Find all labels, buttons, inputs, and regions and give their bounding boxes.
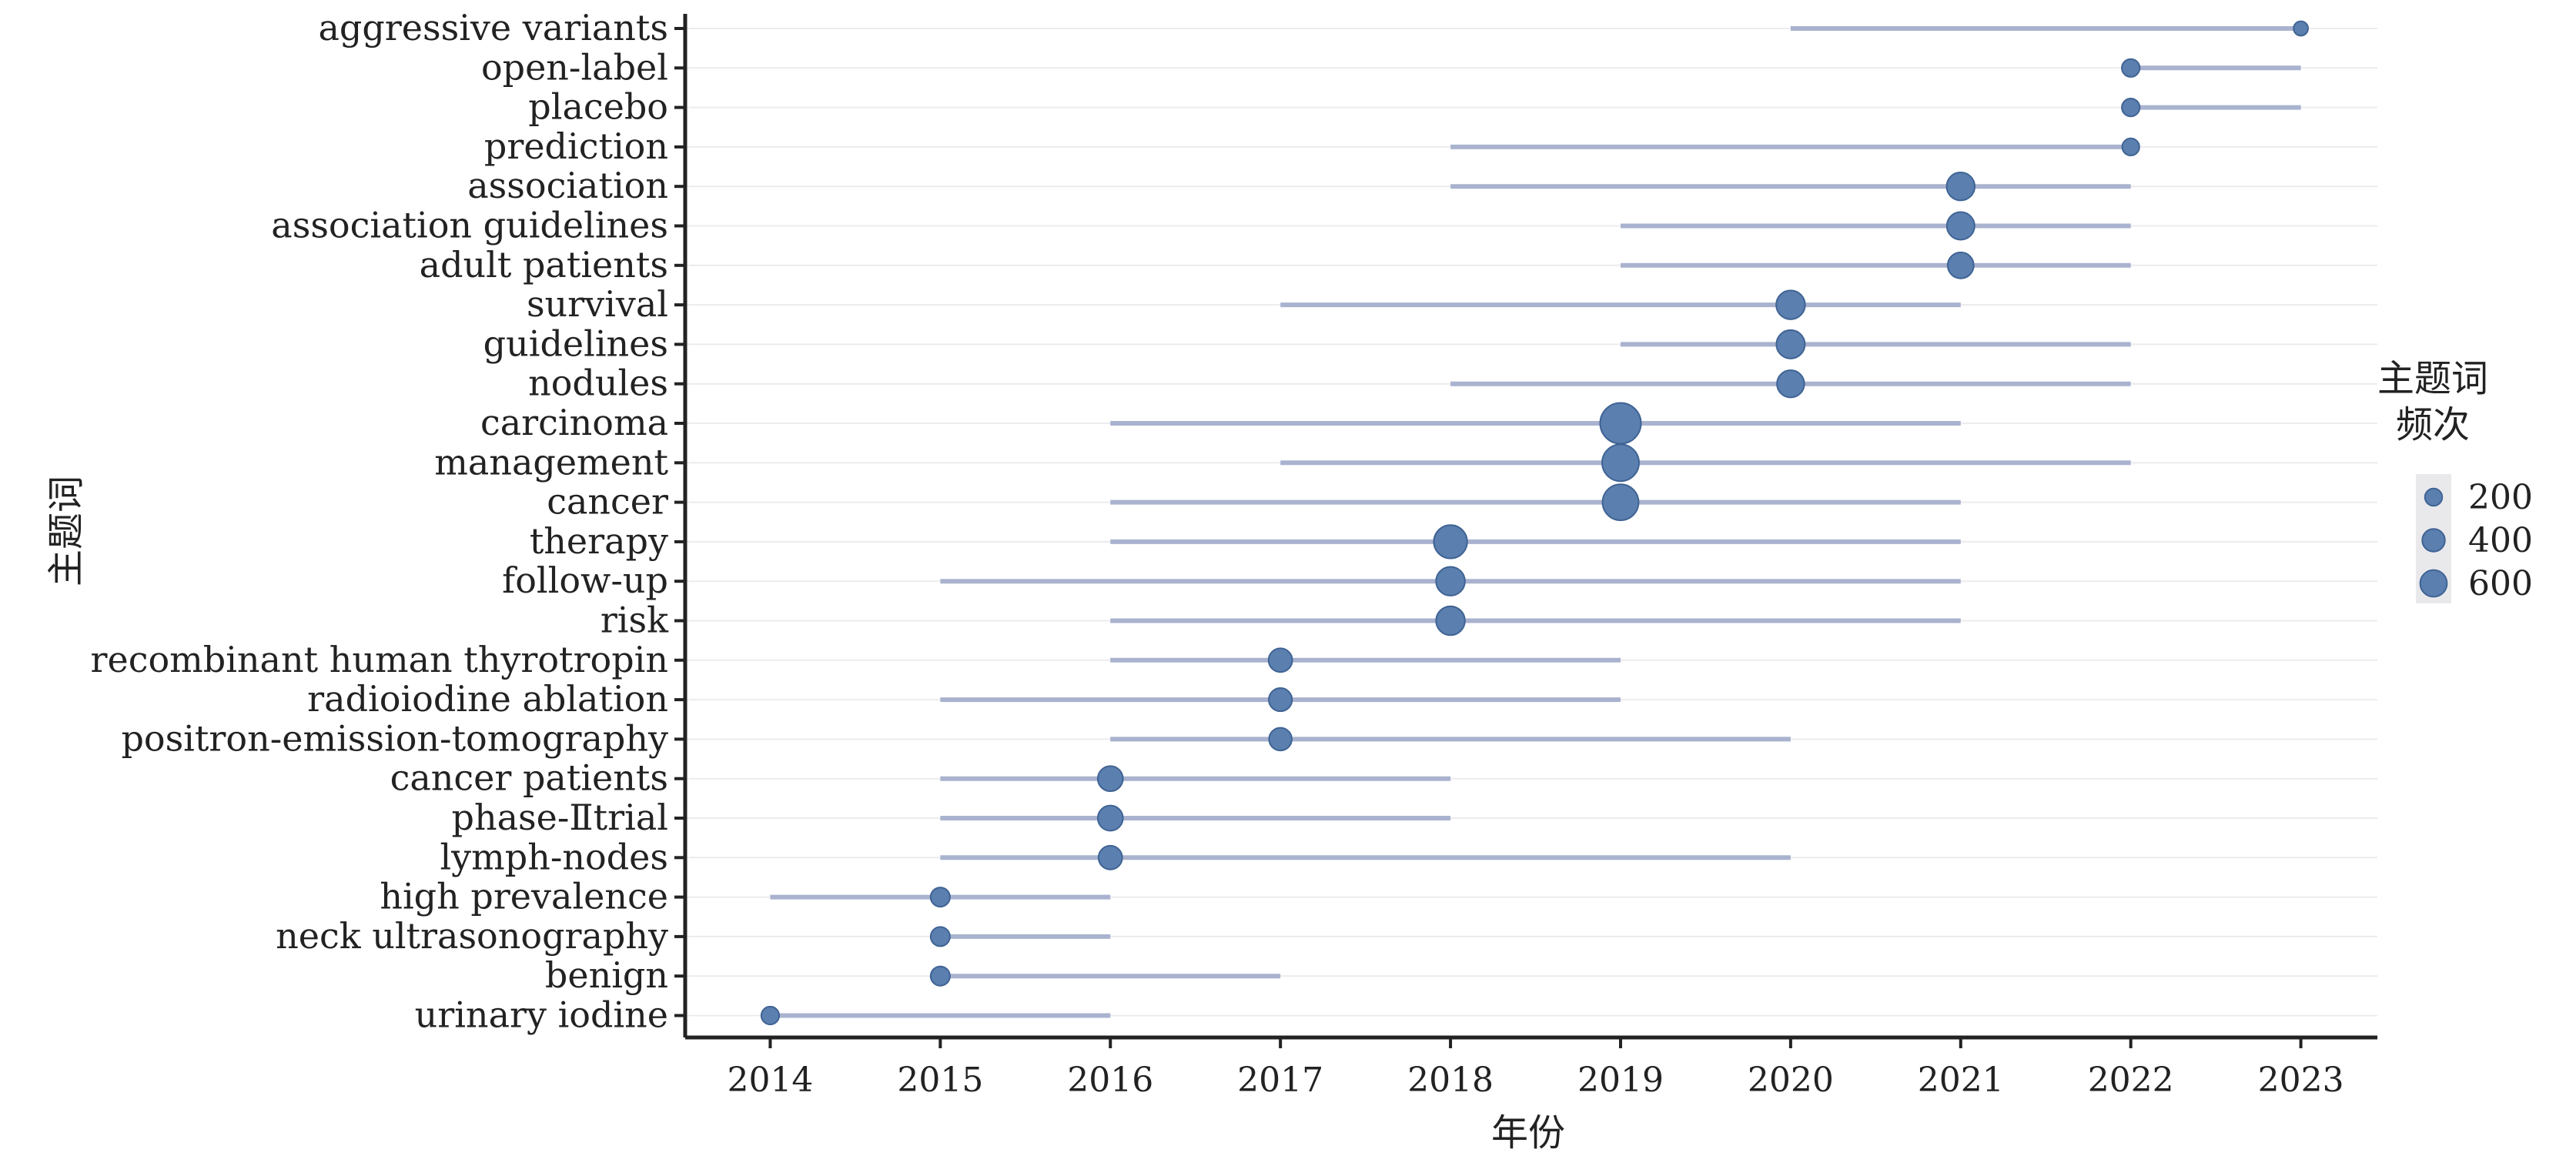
- x-tick-label: 2014: [727, 1061, 813, 1100]
- peak-point: [1268, 687, 1293, 713]
- y-tick-label: cancer: [547, 481, 668, 523]
- peak-point: [929, 887, 951, 908]
- y-tick-label: high prevalence: [380, 876, 668, 917]
- y-tick-label: survival: [527, 283, 668, 325]
- peak-point: [2121, 137, 2140, 157]
- y-tick-labels: aggressive variantsopen-labelplacebopred…: [90, 7, 685, 1036]
- y-tick-label: recombinant human thyrotropin: [90, 639, 668, 680]
- legend-swatch: [2424, 487, 2444, 507]
- legend-label: 600: [2468, 564, 2533, 603]
- peak-point: [2121, 97, 2141, 118]
- y-tick-label: association guidelines: [271, 205, 668, 246]
- legend-items: 200 400 600: [2419, 478, 2533, 603]
- burst-spans: [770, 26, 2301, 1018]
- legend-title-line1: 主题词: [2377, 357, 2488, 400]
- peak-point: [1775, 329, 1806, 359]
- peak-point: [2121, 58, 2141, 78]
- legend-label: 200: [2468, 478, 2533, 517]
- peak-point: [1946, 251, 1975, 279]
- peak-points: [760, 20, 2309, 1026]
- legend-swatch: [2421, 528, 2446, 553]
- peak-point: [929, 926, 951, 947]
- y-tick-label: neck ultrasonography: [276, 915, 668, 957]
- y-tick-label: management: [434, 441, 668, 483]
- legend-label: 400: [2468, 521, 2533, 560]
- y-tick-label: radioiodine ablation: [307, 678, 668, 720]
- peak-point: [1601, 443, 1640, 483]
- y-tick-label: adult patients: [420, 244, 668, 286]
- x-tick-label: 2017: [1237, 1061, 1323, 1100]
- peak-point: [1601, 483, 1640, 521]
- legend: 主题词 频次 200 400 600: [2377, 357, 2533, 603]
- legend-title-line2: 频次: [2396, 403, 2470, 446]
- peak-point: [1096, 804, 1124, 832]
- peak-point: [929, 965, 951, 987]
- x-axis-title: 年份: [1491, 1111, 1565, 1154]
- peak-point: [1097, 844, 1123, 870]
- peak-point: [1945, 171, 1976, 202]
- legend-swatch: [2419, 569, 2448, 598]
- peak-point: [1267, 647, 1293, 673]
- x-tick-label: 2016: [1067, 1061, 1153, 1100]
- x-tick-label: 2018: [1407, 1061, 1494, 1100]
- y-tick-label: therapy: [530, 520, 668, 562]
- y-tick-label: placebo: [528, 86, 668, 128]
- x-tick-label: 2021: [1918, 1061, 2004, 1100]
- x-tick-label: 2015: [897, 1061, 983, 1100]
- axes: [683, 14, 2377, 1040]
- peak-point: [1268, 727, 1293, 752]
- peak-point: [2293, 20, 2309, 37]
- peak-point: [1599, 402, 1642, 445]
- y-tick-label: lymph-nodes: [440, 836, 668, 877]
- x-tick-labels: 2014 2015 2016 2017 2018 2019 2020 2021 2022 2023: [727, 1037, 2344, 1100]
- y-tick-label: association: [467, 165, 668, 206]
- peak-point: [1096, 765, 1124, 793]
- peak-point: [1776, 369, 1805, 399]
- x-tick-label: 2022: [2088, 1061, 2174, 1100]
- y-tick-label: risk: [601, 600, 669, 641]
- peak-point: [1775, 289, 1806, 320]
- y-tick-label: benign: [545, 954, 668, 996]
- y-tick-label: carcinoma: [480, 402, 668, 443]
- peak-point: [760, 1005, 781, 1026]
- x-tick-label: 2023: [2258, 1061, 2344, 1100]
- y-axis-title: 主题词: [45, 476, 88, 586]
- x-tick-label: 2020: [1748, 1061, 1834, 1100]
- y-tick-label: urinary iodine: [415, 994, 668, 1036]
- x-tick-label: 2019: [1577, 1061, 1664, 1100]
- y-tick-label: prediction: [484, 125, 668, 167]
- y-tick-label: follow-up: [502, 560, 668, 601]
- peak-point: [1945, 211, 1975, 241]
- peak-point: [1435, 605, 1466, 636]
- y-tick-label: guidelines: [483, 322, 668, 364]
- peak-point: [1435, 566, 1466, 596]
- gridlines: [685, 28, 2377, 1017]
- y-tick-label: cancer patients: [390, 757, 668, 799]
- peak-point: [1433, 524, 1468, 560]
- y-tick-label: nodules: [528, 363, 668, 404]
- y-tick-label: phase-Ⅱtrial: [452, 797, 668, 838]
- y-tick-label: positron-emission-tomography: [121, 717, 668, 759]
- y-tick-label: aggressive variants: [318, 7, 668, 48]
- y-tick-label: open-label: [481, 46, 668, 88]
